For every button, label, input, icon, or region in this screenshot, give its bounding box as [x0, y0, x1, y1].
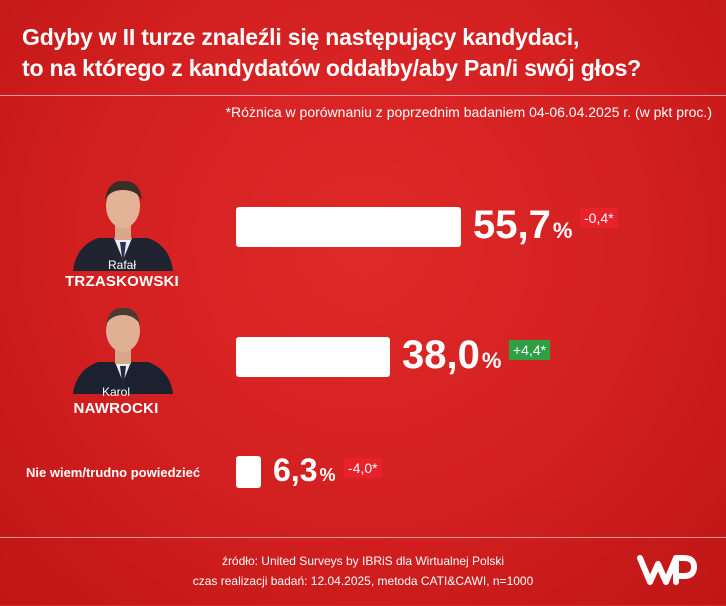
- chart-title: Gdyby w II turze znaleźli się następując…: [22, 22, 712, 84]
- value-label-trzaskowski: 55,7%: [473, 203, 573, 247]
- category-label-undecided: Nie wiem/trudno powiedzieć: [26, 465, 201, 480]
- title-line-2: to na którego z kandydatów oddałby/aby P…: [22, 55, 642, 81]
- candidate-photo-nawrocki: [68, 304, 178, 394]
- source-line: źródło: United Surveys by IBRiS dla Wirt…: [221, 554, 505, 568]
- bar-nawrocki: [236, 337, 390, 377]
- candidate-first-name: Karol: [101, 385, 130, 399]
- header: Gdyby w II turze znaleźli się następując…: [0, 0, 726, 96]
- value-label-undecided: 6,3%: [273, 452, 336, 488]
- change-badge-undecided: -4,0*: [344, 458, 382, 478]
- change-badge-trzaskowski: -0,4*: [580, 208, 618, 228]
- candidate-first-name: Rafał: [107, 258, 136, 272]
- candidate-label-trzaskowski: Rafał TRZASKOWSKI: [42, 258, 202, 292]
- candidate-label-nawrocki: Karol NAWROCKI: [36, 385, 196, 419]
- change-badge-nawrocki: +4,4*: [509, 340, 551, 360]
- candidate-photo-trzaskowski: [68, 176, 178, 271]
- footer: źródło: United Surveys by IBRiS dla Wirt…: [0, 537, 726, 606]
- wp-logo-icon: [636, 550, 698, 595]
- footnote: *Różnica w porównaniu z poprzednim badan…: [225, 104, 712, 120]
- candidate-last-name: NAWROCKI: [73, 400, 159, 417]
- title-line-1: Gdyby w II turze znaleźli się następując…: [22, 24, 580, 50]
- survey-details-line: czas realizacji badań: 12.04.2025, metod…: [192, 574, 534, 588]
- bar-undecided: [236, 456, 261, 488]
- bar-trzaskowski: [236, 207, 461, 247]
- value-label-nawrocki: 38,0%: [402, 333, 502, 377]
- candidate-last-name: TRZASKOWSKI: [65, 273, 179, 290]
